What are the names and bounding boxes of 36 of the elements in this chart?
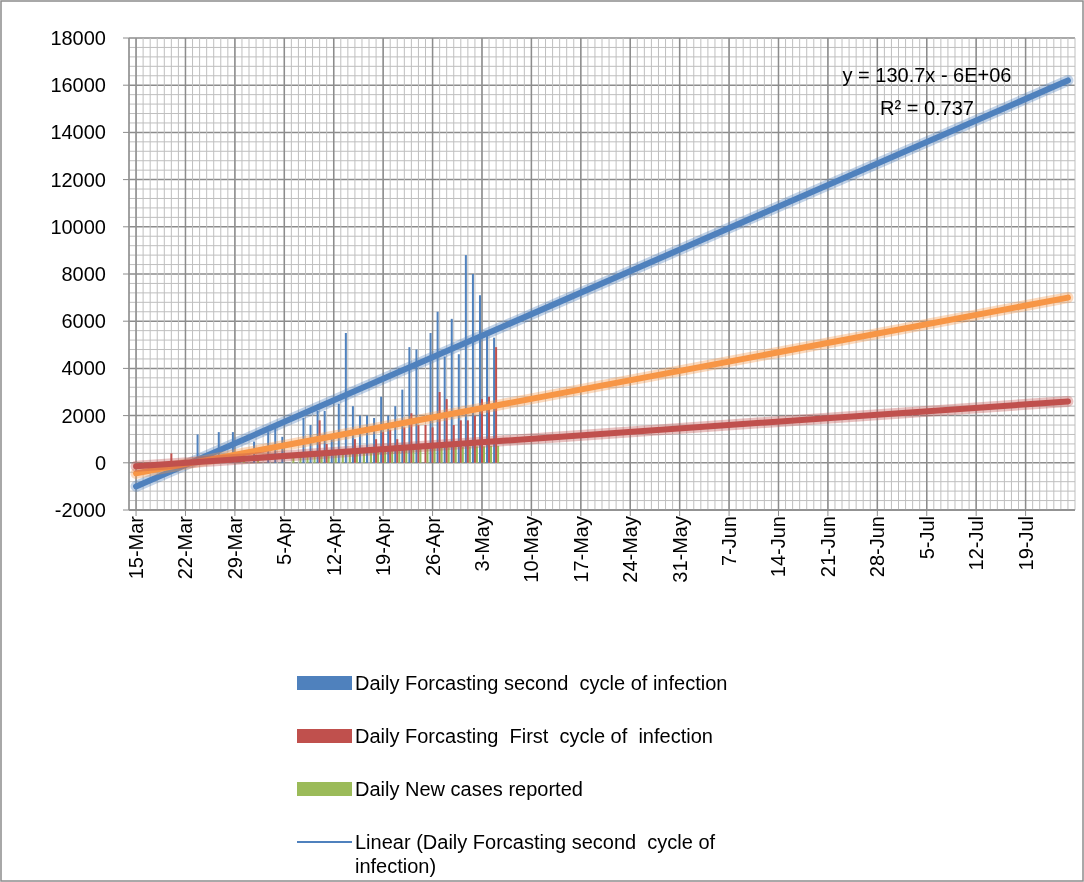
x-tick-label: 7-Jun xyxy=(718,516,741,567)
legend-label: Daily New cases reported xyxy=(355,778,583,800)
x-tick-label: 12-Jul xyxy=(965,516,988,571)
y-tick-label: 16000 xyxy=(50,74,106,97)
x-tick-label: 5-Apr xyxy=(273,515,296,565)
x-tick-label: 15-Mar xyxy=(125,515,148,580)
y-tick-label: 6000 xyxy=(61,310,106,333)
legend-label: Daily Forcasting First cycle of infection xyxy=(355,725,713,747)
x-tick-label: 17-May xyxy=(569,516,592,583)
x-tick-label: 29-Mar xyxy=(223,515,246,580)
annotation: y = 130.7x - 6E+06 xyxy=(842,64,1012,86)
annotation: R² = 0.737 xyxy=(880,97,974,119)
x-tick-label: 3-May xyxy=(470,516,493,572)
x-tick-label: 14-Jun xyxy=(767,516,790,578)
x-tick-label: 12-Apr xyxy=(322,515,345,577)
y-tick-label: 0 xyxy=(94,451,106,474)
x-tick-label: 31-May xyxy=(668,516,691,583)
legend-label: Daily Forcasting second cycle of infection xyxy=(355,672,728,694)
x-tick-label: 22-Mar xyxy=(174,515,197,580)
y-tick-label: -2000 xyxy=(54,499,106,521)
y-tick-label: 10000 xyxy=(50,215,106,238)
x-tick-label: 19-Jul xyxy=(1014,516,1037,571)
x-tick-label: 26-Apr xyxy=(421,515,444,577)
y-tick-label: 12000 xyxy=(50,168,106,191)
y-tick-label: 18000 xyxy=(50,27,106,49)
legend-label: Linear (Daily Forcasting second cycle of infection) xyxy=(355,831,716,877)
x-tick-label: 19-Apr xyxy=(372,515,395,577)
y-tick-label: 4000 xyxy=(61,357,106,380)
y-tick-label: 2000 xyxy=(61,404,106,427)
x-tick-label: 5-Jul xyxy=(915,516,938,560)
x-tick-label: 28-Jun xyxy=(866,516,889,578)
y-tick-label: 14000 xyxy=(50,121,106,144)
x-tick-label: 10-May xyxy=(520,516,543,583)
x-tick-label: 21-Jun xyxy=(816,516,839,578)
y-tick-label: 8000 xyxy=(61,263,106,285)
x-tick-label: 24-May xyxy=(619,516,642,583)
